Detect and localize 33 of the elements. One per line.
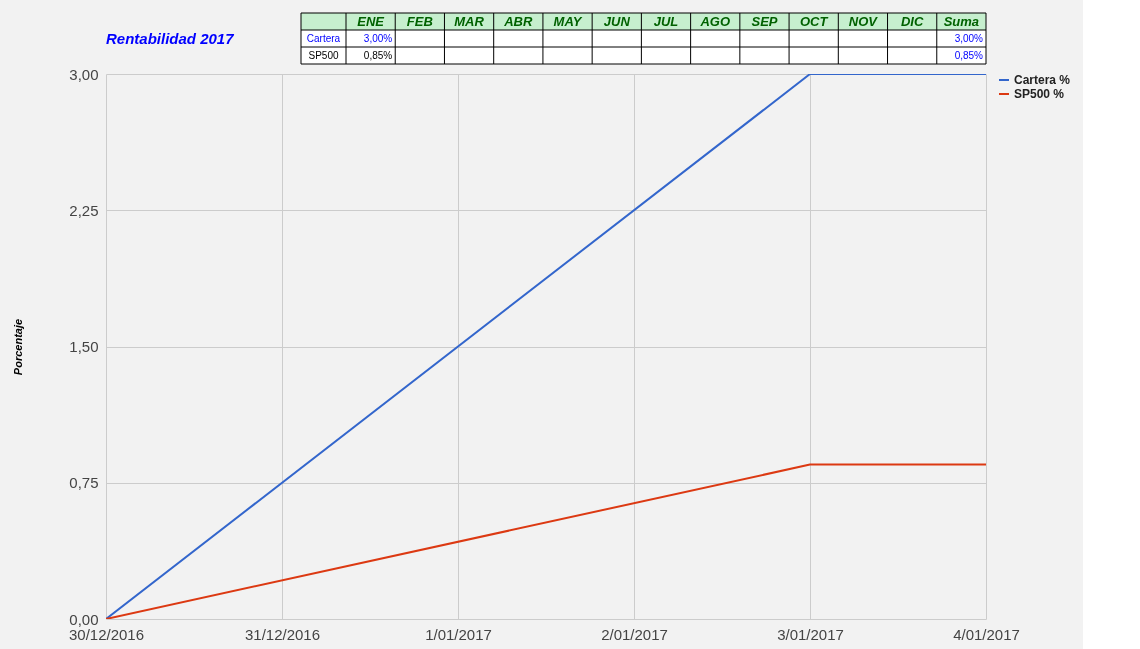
text: MAY [553,14,583,29]
x-tick-label: 31/12/2016 [244,625,321,643]
text: 0,85% [954,50,984,61]
y-tick-label: 2,25 [69,201,99,219]
text: NOV [848,14,879,29]
y-axis-title: Porcentaje [12,318,25,376]
text: MAR [454,14,485,29]
x-tick-label: 3/01/2017 [777,625,844,643]
chart-title: Rentabilidad 2017 [106,30,235,47]
y-tick-label: 1,50 [69,338,99,355]
y-tick-label: 0,75 [69,474,99,492]
y-tick-label: 0,00 [69,610,99,628]
text: DIC [900,14,924,29]
text: JUL [653,14,679,29]
x-tick-label: 2/01/2017 [601,625,668,643]
text: Cartera [306,33,341,44]
text: ABR [503,14,533,29]
legend-label: Cartera % [1014,73,1071,87]
text: 3,00% [954,33,984,44]
x-tick-label: 1/01/2017 [425,625,492,643]
text: 0,85% [363,50,393,61]
text: FEB [406,14,433,29]
text: JUN [603,14,631,29]
y-tick-label: 3,00 [69,65,99,83]
text: SEP [751,14,778,29]
x-tick-label: 4/01/2017 [953,625,1020,643]
text: SP500 [308,50,339,61]
text: Suma [943,14,980,29]
text: ENE [357,14,385,29]
text: OCT [799,14,829,29]
legend-label: SP500 % [1014,87,1065,101]
text: 3,00% [363,33,393,44]
text: AGO [699,14,731,29]
